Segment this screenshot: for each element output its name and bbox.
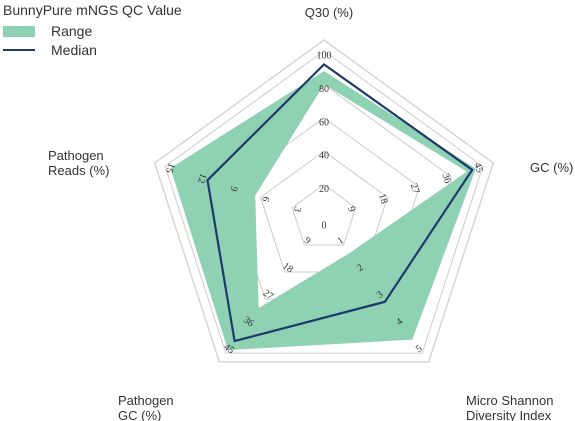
tick-label: 27 [408,182,422,195]
tick-label: 36 [440,172,454,185]
tick-label: 15 [163,161,177,174]
tick-label: 60 [319,117,329,128]
tick-label: 4 [394,316,405,328]
tick-label: 45 [471,161,485,174]
axis-label: Q30 (%) [305,5,353,20]
median-line [206,63,474,343]
axis-label-line: Micro Shannon [466,393,553,408]
legend-item-median: Median [3,42,97,58]
tick-label: 6 [259,195,271,203]
tick-label: 3 [375,289,386,301]
tick-label: 9 [227,185,239,193]
axis-label-line: GC (%) [530,160,573,175]
tick-label: 5 [414,343,425,355]
outer-frame [153,39,495,363]
legend-label-median: Median [51,42,97,58]
tick-label: 40 [319,151,329,162]
tick-label: 9 [302,235,313,247]
tick-label: 12 [195,172,209,185]
tick-label: 9 [345,205,357,213]
tick-label: 18 [376,192,390,205]
legend-title: BunnyPure mNGS QC Value [3,2,182,18]
axis-label: Micro Shannon Diversity Index [466,393,553,421]
tick-label: 3 [291,205,303,213]
tick-label: 80 [319,84,329,95]
axis-label: Pathogen Reads (%) [48,148,109,178]
legend-swatch-range [3,25,35,37]
range-area [170,71,476,351]
axis-label: GC (%) [530,160,573,175]
tick-label: 0 [322,221,327,232]
tick-label: 100 [317,51,332,62]
radar-series [170,63,476,351]
axis-label-line: Pathogen [48,148,104,163]
axis-label-line: Pathogen [118,393,174,408]
grid-ring-1 [291,183,357,246]
axis-label-line: Diversity Index [466,408,552,421]
tick-label: 20 [319,184,329,195]
axis-label-line: GC (%) [118,408,161,421]
grid-ring-5 [164,50,484,354]
axis-label-line: Reads (%) [48,163,109,178]
tick-label: 18 [280,261,295,276]
tick-label: 2 [355,262,366,274]
axis-label-line: Q30 (%) [305,5,353,20]
legend-swatch-median [3,49,35,51]
tick-label: 1 [335,235,346,247]
legend-label-range: Range [51,23,93,39]
axis-labels: Q30 (%) GC (%) Micro Shannon Diversity Inde… [48,5,573,421]
axis-label: Pathogen GC (%) [118,393,174,421]
legend-item-range: Range [3,23,92,39]
